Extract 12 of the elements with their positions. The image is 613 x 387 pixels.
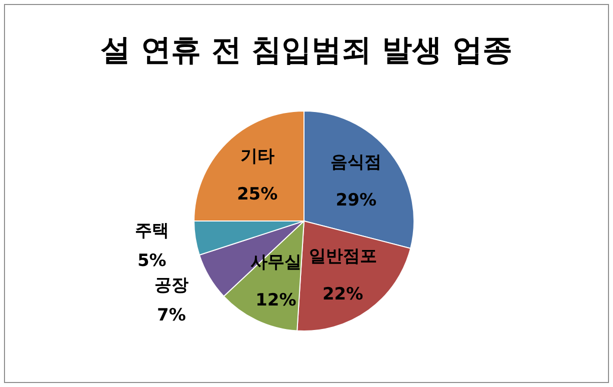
slice-label: 음식점 bbox=[330, 152, 382, 173]
slice-label: 공장 bbox=[154, 275, 188, 296]
data-label: 25% bbox=[236, 184, 278, 204]
data-label: 7% bbox=[157, 305, 186, 326]
data-label: 5% bbox=[137, 251, 166, 272]
slice-label: 일반점포 bbox=[308, 246, 377, 266]
data-label: 29% bbox=[336, 190, 376, 211]
slice-label: 기타 bbox=[240, 146, 274, 166]
slice-label: 주택 bbox=[134, 221, 169, 242]
data-label: 12% bbox=[256, 290, 296, 311]
data-label: 22% bbox=[322, 284, 364, 304]
chart-title: 설 연휴 전 침입범죄 발생 업종 bbox=[100, 33, 513, 68]
